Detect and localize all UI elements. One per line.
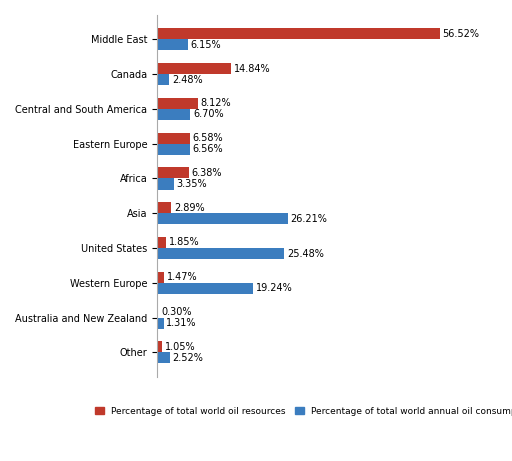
Bar [157, 307, 159, 318]
Bar [157, 283, 253, 294]
Bar [157, 178, 174, 189]
Bar [157, 213, 288, 225]
Legend: Percentage of total world oil resources, Percentage of total world annual oil co: Percentage of total world oil resources,… [92, 403, 512, 419]
Text: 3.35%: 3.35% [176, 179, 207, 189]
Text: 14.84%: 14.84% [234, 64, 270, 74]
Bar [157, 202, 172, 213]
Bar [157, 248, 285, 259]
Text: 1.31%: 1.31% [166, 318, 197, 328]
Bar [157, 63, 231, 74]
Text: 0.30%: 0.30% [161, 307, 191, 317]
Text: 2.89%: 2.89% [174, 203, 205, 213]
Bar [157, 341, 162, 352]
Bar [157, 133, 190, 144]
Text: 25.48%: 25.48% [287, 248, 324, 259]
Text: 6.15%: 6.15% [190, 40, 221, 50]
Text: 6.58%: 6.58% [193, 133, 223, 143]
Bar [157, 144, 190, 155]
Text: 56.52%: 56.52% [442, 29, 479, 39]
Bar [157, 318, 163, 329]
Text: 6.38%: 6.38% [191, 168, 222, 178]
Bar [157, 237, 166, 248]
Bar [157, 28, 440, 39]
Text: 6.70%: 6.70% [193, 109, 224, 119]
Bar [157, 98, 198, 109]
Text: 1.05%: 1.05% [165, 342, 196, 352]
Text: 19.24%: 19.24% [256, 284, 292, 293]
Bar [157, 352, 169, 363]
Bar [157, 74, 169, 85]
Bar [157, 109, 190, 120]
Bar [157, 39, 188, 50]
Text: 8.12%: 8.12% [200, 98, 231, 108]
Bar [157, 167, 189, 178]
Text: 1.85%: 1.85% [169, 237, 199, 248]
Bar [157, 272, 164, 283]
Text: 2.48%: 2.48% [172, 75, 203, 85]
Text: 1.47%: 1.47% [167, 272, 198, 282]
Text: 26.21%: 26.21% [291, 214, 328, 224]
Text: 6.56%: 6.56% [193, 144, 223, 154]
Text: 2.52%: 2.52% [172, 353, 203, 363]
